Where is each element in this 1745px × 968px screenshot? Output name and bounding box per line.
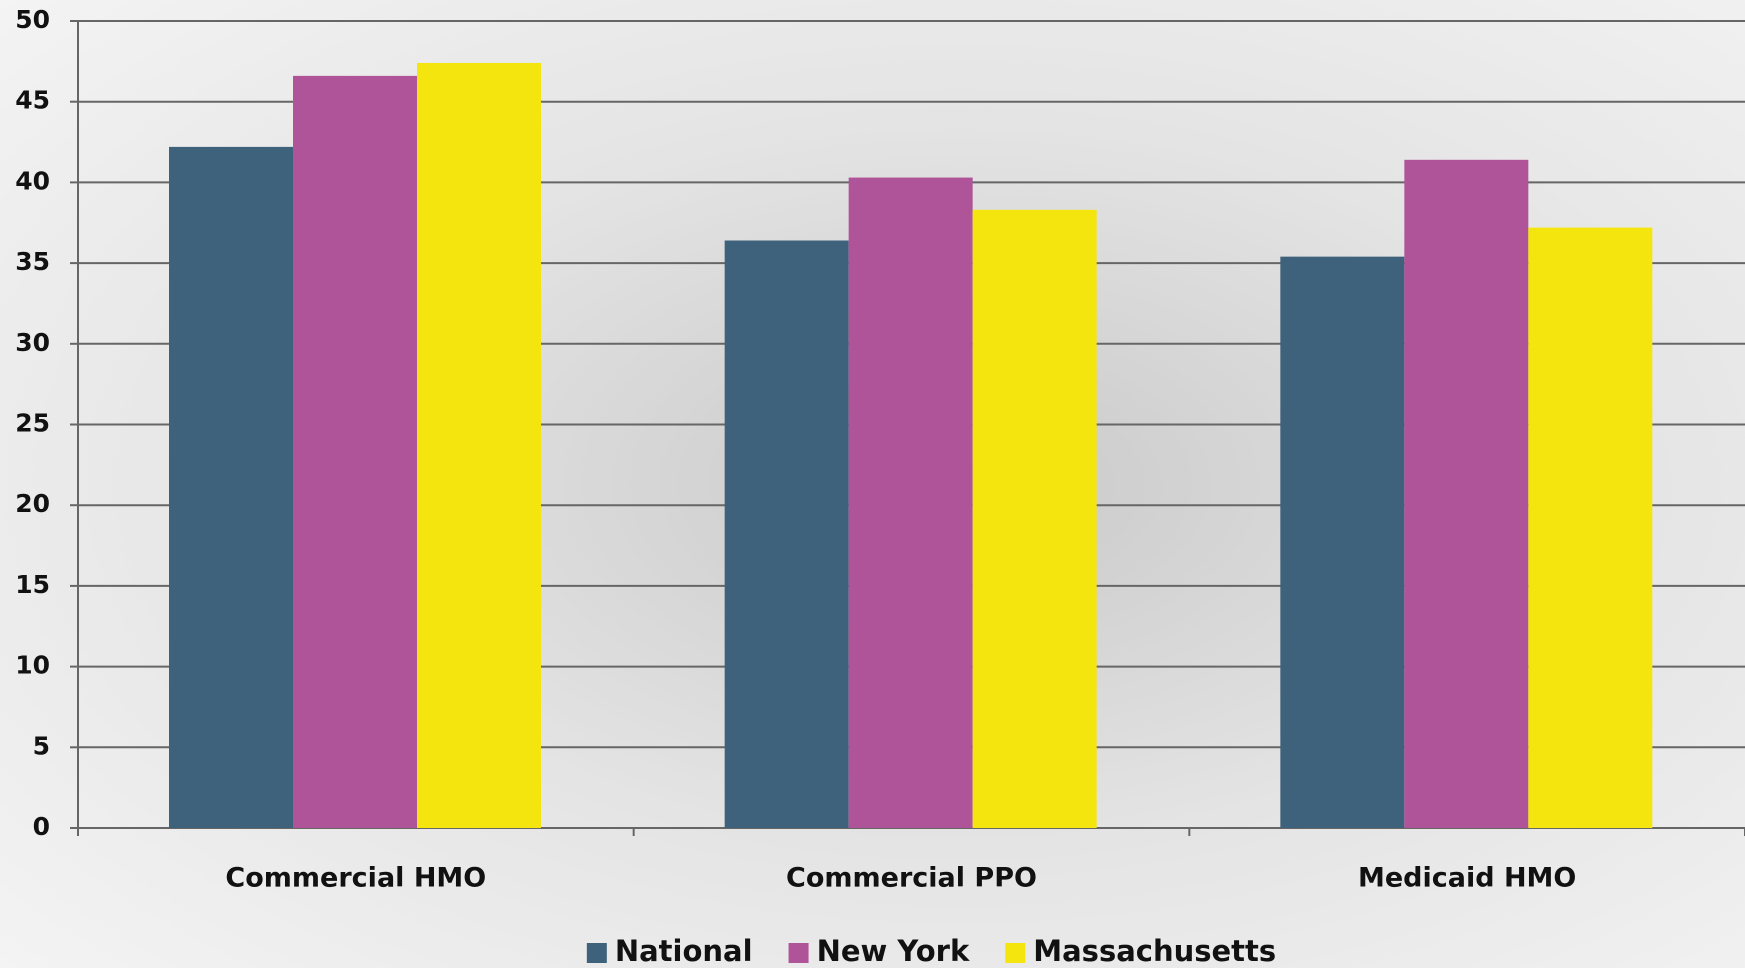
x-tick-label: Commercial PPO (786, 863, 1037, 894)
y-tick-label: 20 (15, 489, 50, 518)
bar (972, 209, 1097, 828)
y-tick-label: 5 (33, 731, 50, 760)
y-tick-label: 40 (15, 166, 50, 195)
y-tick-label: 45 (15, 86, 50, 115)
legend-label: Massachusetts (1033, 934, 1276, 968)
bar (1528, 227, 1653, 829)
x-tick-label: Medicaid HMO (1358, 863, 1576, 894)
legend-label: National (615, 934, 753, 968)
y-tick-label: 10 (15, 651, 50, 680)
legend-label: New York (817, 934, 970, 968)
y-tick-label: 35 (15, 247, 50, 276)
bar (1404, 159, 1529, 828)
bar (848, 177, 973, 829)
bar (293, 75, 417, 829)
x-tick-label: Commercial HMO (225, 863, 486, 894)
y-tick-label: 25 (15, 409, 50, 438)
bar (1280, 256, 1405, 828)
legend-swatch (788, 943, 809, 963)
y-tick-label: 30 (15, 328, 50, 357)
y-tick-label: 0 (33, 812, 50, 841)
legend-swatch (1005, 943, 1026, 963)
bar (724, 240, 849, 828)
y-tick-label: 15 (15, 570, 50, 599)
legend-swatch (586, 943, 607, 963)
y-tick-label: 50 (15, 5, 50, 34)
bar (417, 62, 541, 829)
bar (169, 146, 293, 829)
